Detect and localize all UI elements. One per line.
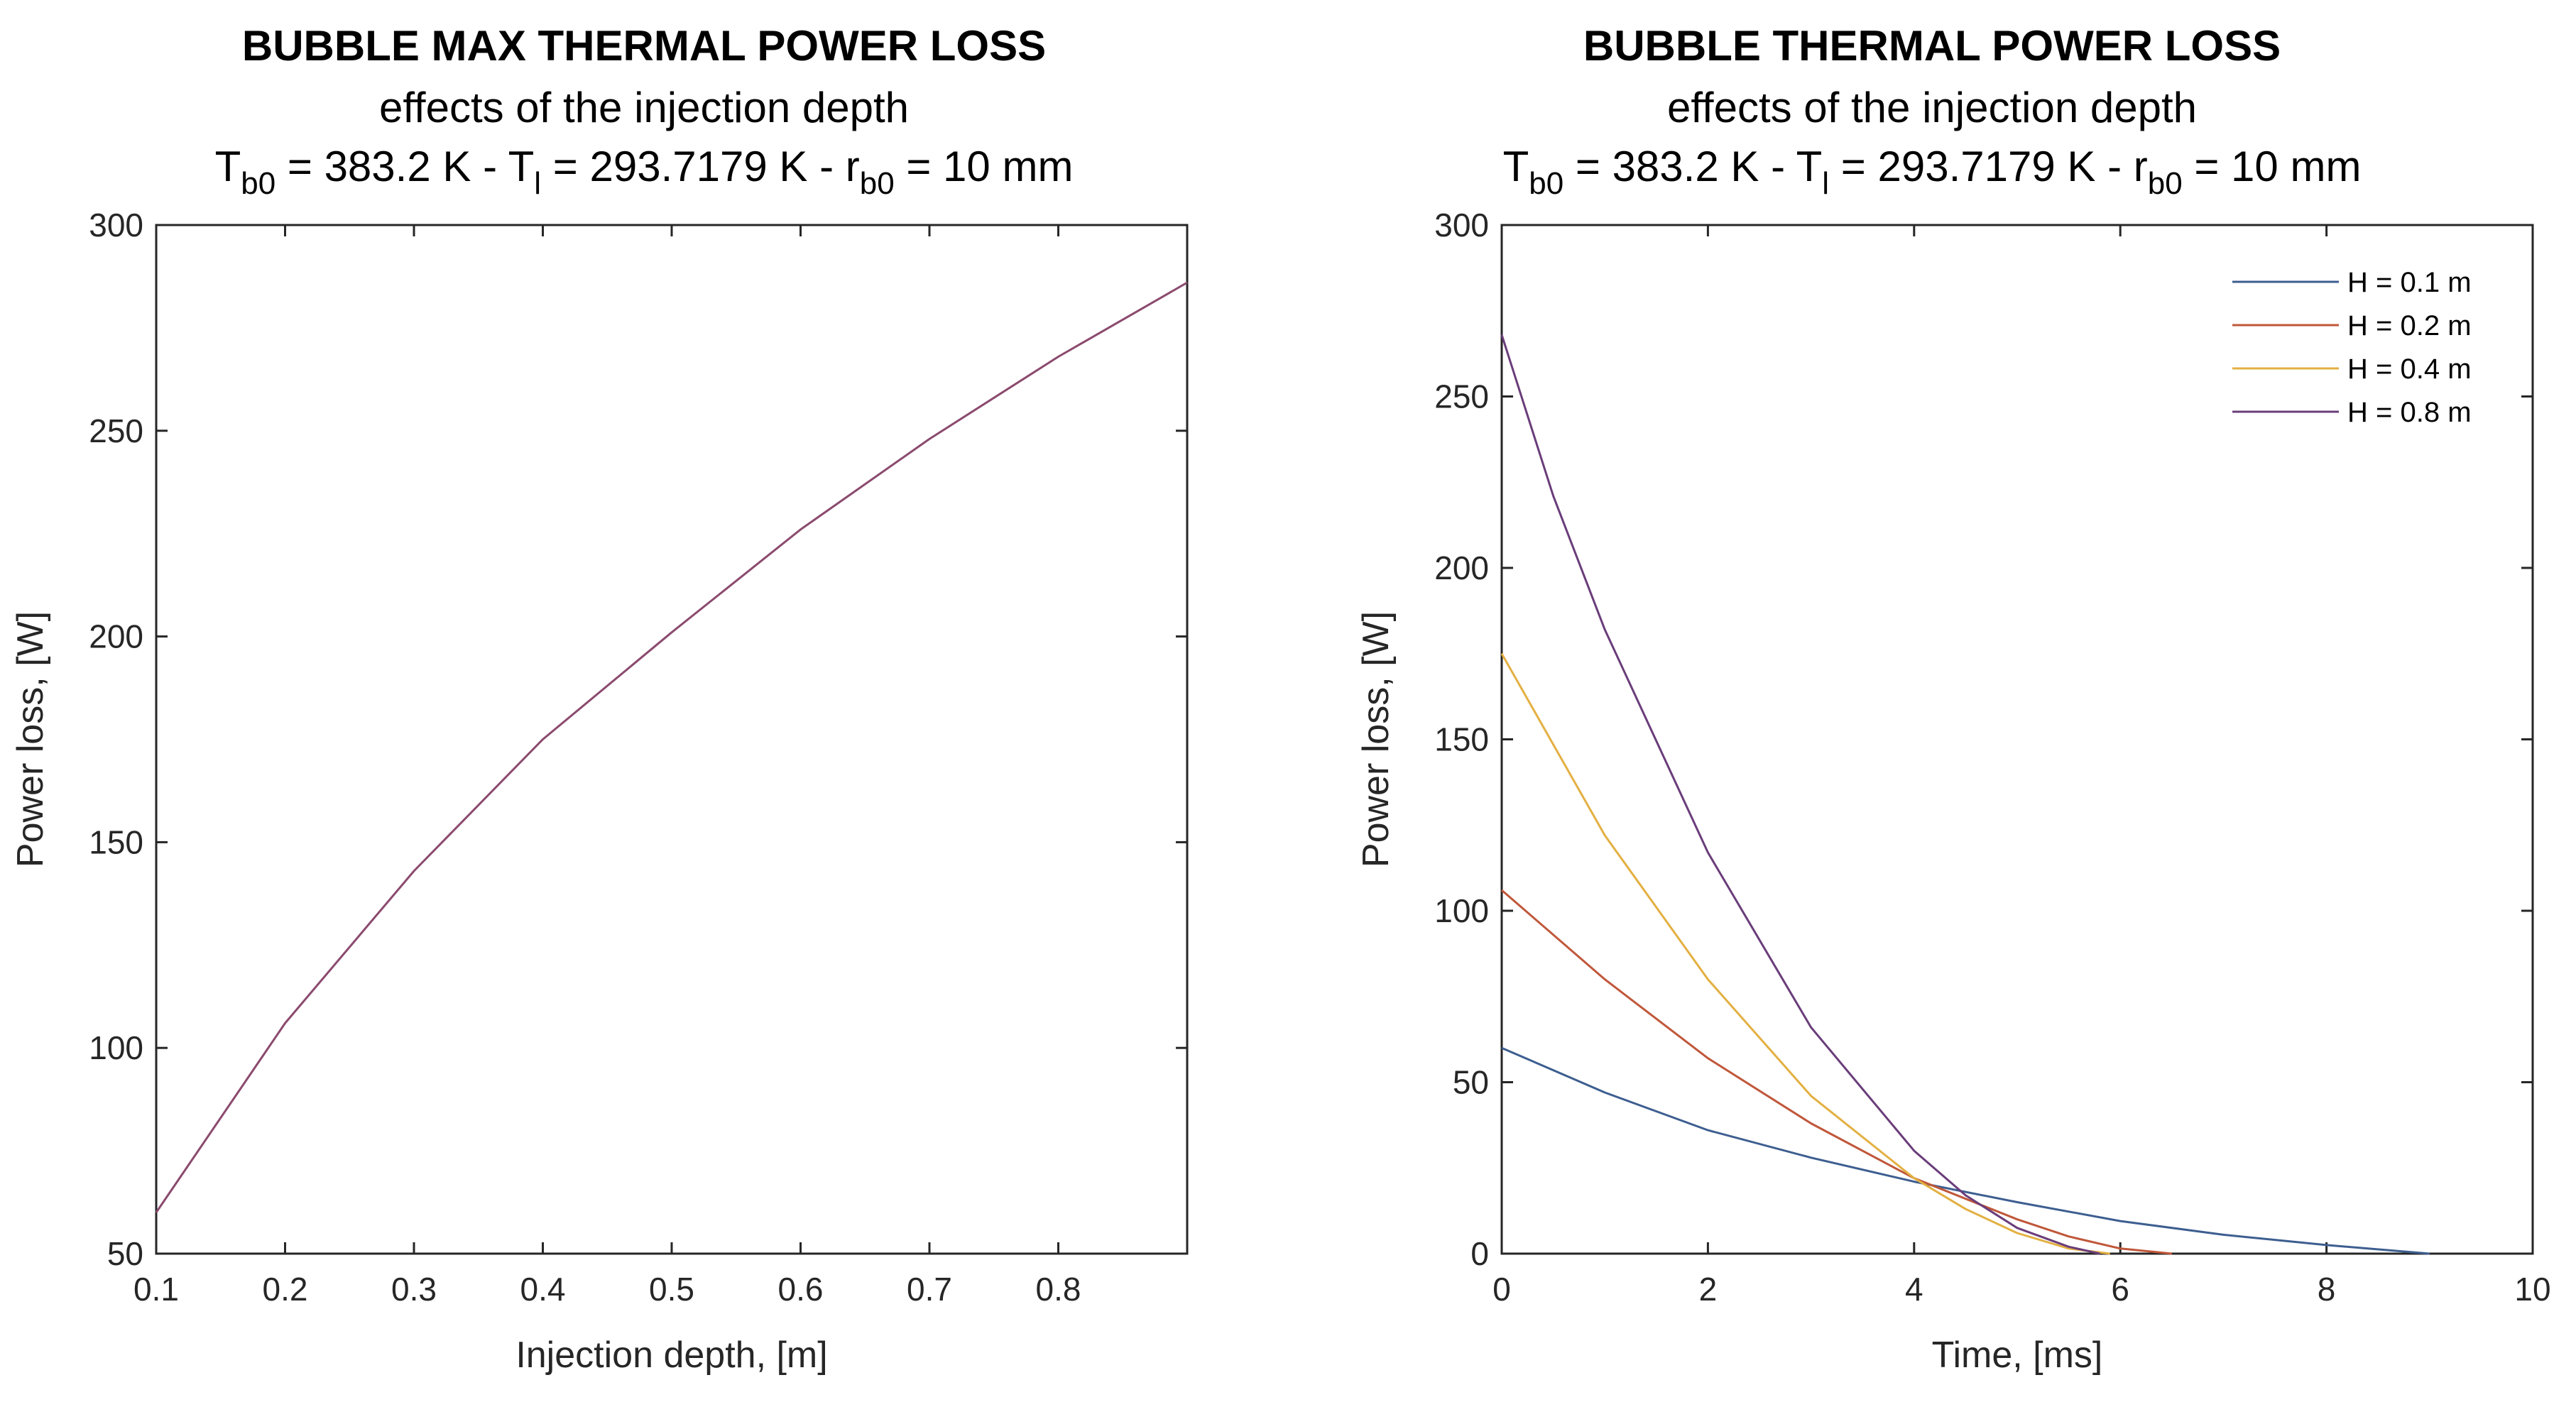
left-series-line-max-power-loss: [155, 281, 1188, 1213]
right-y-tick-label: 250: [1434, 378, 1489, 415]
left-param-Tl-sub: l: [534, 166, 542, 201]
right-param-Tb0-value: = 383.2 K -: [1563, 143, 1796, 190]
right-x-tick-label: 0: [1492, 1271, 1511, 1308]
left-param-Tl-value: = 293.7179 K -: [541, 143, 846, 190]
right-y-tick-label: 0: [1470, 1235, 1489, 1272]
right-y-tick-label: 100: [1434, 892, 1489, 929]
left-param-Tb0-value: = 383.2 K -: [275, 143, 508, 190]
left-chart-subtitle: effects of the injection depth: [378, 84, 910, 131]
left-x-axis-label: Injection depth, [m]: [515, 1335, 827, 1376]
left-param-rb0-sub: b0: [859, 166, 895, 201]
right-param-rb0-sub: b0: [2147, 166, 2183, 201]
right-param-rb0-value: = 10 mm: [2182, 143, 2362, 190]
right-x-tick-label: 4: [1905, 1271, 1923, 1308]
right-chart-subtitle: effects of the injection depth: [1666, 84, 2198, 131]
right-y-tick-label: 200: [1434, 549, 1489, 586]
right-param-Tb0-sub: b0: [1529, 166, 1564, 201]
left-param-T-symbol-2: T: [508, 143, 535, 190]
left-y-tick-label: 50: [107, 1235, 143, 1272]
right-x-tick-label: 6: [2111, 1271, 2129, 1308]
left-x-tick-label: 0.4: [520, 1271, 566, 1308]
left-x-tick-label: 0.5: [649, 1271, 694, 1308]
left-y-tick-label: 300: [89, 207, 143, 243]
left-param-T-symbol: T: [214, 143, 241, 190]
right-param-Tl-value: = 293.7179 K -: [1829, 143, 2134, 190]
right-y-tick-label: 50: [1453, 1064, 1489, 1101]
right-y-axis-label: Power loss, [W]: [1355, 611, 1397, 867]
left-x-tick-label: 0.1: [133, 1271, 179, 1308]
right-series-line-h-0-1-m: [1501, 1046, 2430, 1255]
left-x-tick-label: 0.6: [778, 1271, 824, 1308]
right-param-Tl-sub: l: [1822, 166, 1830, 201]
right-legend-label: H = 0.8 m: [2347, 397, 2472, 428]
right-y-tick-label: 300: [1434, 207, 1489, 243]
left-param-Tb0-sub: b0: [241, 166, 276, 201]
left-y-tick-label: 150: [89, 823, 143, 860]
left-axes-box: [155, 224, 1189, 1255]
left-y-tick-label: 100: [89, 1029, 143, 1066]
right-x-tick-label: 8: [2318, 1271, 2336, 1308]
left-y-tick-label: 250: [89, 412, 143, 449]
right-chart-params: Tb0 = 383.2 K - Tl = 293.7179 K - rb0 = …: [1288, 138, 2576, 212]
right-x-tick-label: 2: [1699, 1271, 1718, 1308]
left-x-tick-label: 0.2: [263, 1271, 308, 1308]
right-chart-title: BUBBLE THERMAL POWER LOSS: [1583, 22, 2281, 70]
right-y-tick-label: 150: [1434, 721, 1489, 758]
right-param-r-symbol: r: [2133, 143, 2148, 190]
right-param-T-symbol-2: T: [1796, 143, 1823, 190]
left-x-tick-label: 0.3: [391, 1271, 437, 1308]
left-x-tick-label: 0.7: [907, 1271, 952, 1308]
right-legend-label: H = 0.4 m: [2347, 354, 2472, 385]
left-chart-params: Tb0 = 383.2 K - Tl = 293.7179 K - rb0 = …: [0, 138, 1288, 212]
right-series-line-h-0-8-m: [1500, 334, 2100, 1255]
left-param-rb0-value: = 10 mm: [894, 143, 1074, 190]
left-chart-title: BUBBLE MAX THERMAL POWER LOSS: [241, 22, 1047, 70]
left-chart-panel: BUBBLE MAX THERMAL POWER LOSS effects of…: [0, 22, 1288, 1376]
left-chart-svg: 0.1 0.2 0.3 0.4 0.5 0.6 0.7 0.8 50 100 150 200 250 30…: [10, 207, 1189, 1376]
right-series-line-h-0-4-m: [1500, 653, 2110, 1255]
right-legend-label: H = 0.2 m: [2347, 310, 2472, 341]
right-x-axis-label: Time, [ms]: [1932, 1335, 2103, 1376]
right-legend-label: H = 0.1 m: [2347, 267, 2472, 298]
left-y-tick-label: 200: [89, 618, 143, 655]
right-chart-panel: BUBBLE THERMAL POWER LOSS effects of the…: [1288, 0, 2576, 1402]
right-param-T-symbol: T: [1502, 143, 1529, 190]
right-x-tick-label: 10: [2514, 1271, 2550, 1308]
left-param-r-symbol: r: [845, 143, 860, 190]
left-y-axis-label: Power loss, [W]: [10, 611, 51, 867]
right-series-line-h-0-2-m: [1501, 889, 2172, 1255]
left-x-tick-label: 0.8: [1036, 1271, 1081, 1308]
